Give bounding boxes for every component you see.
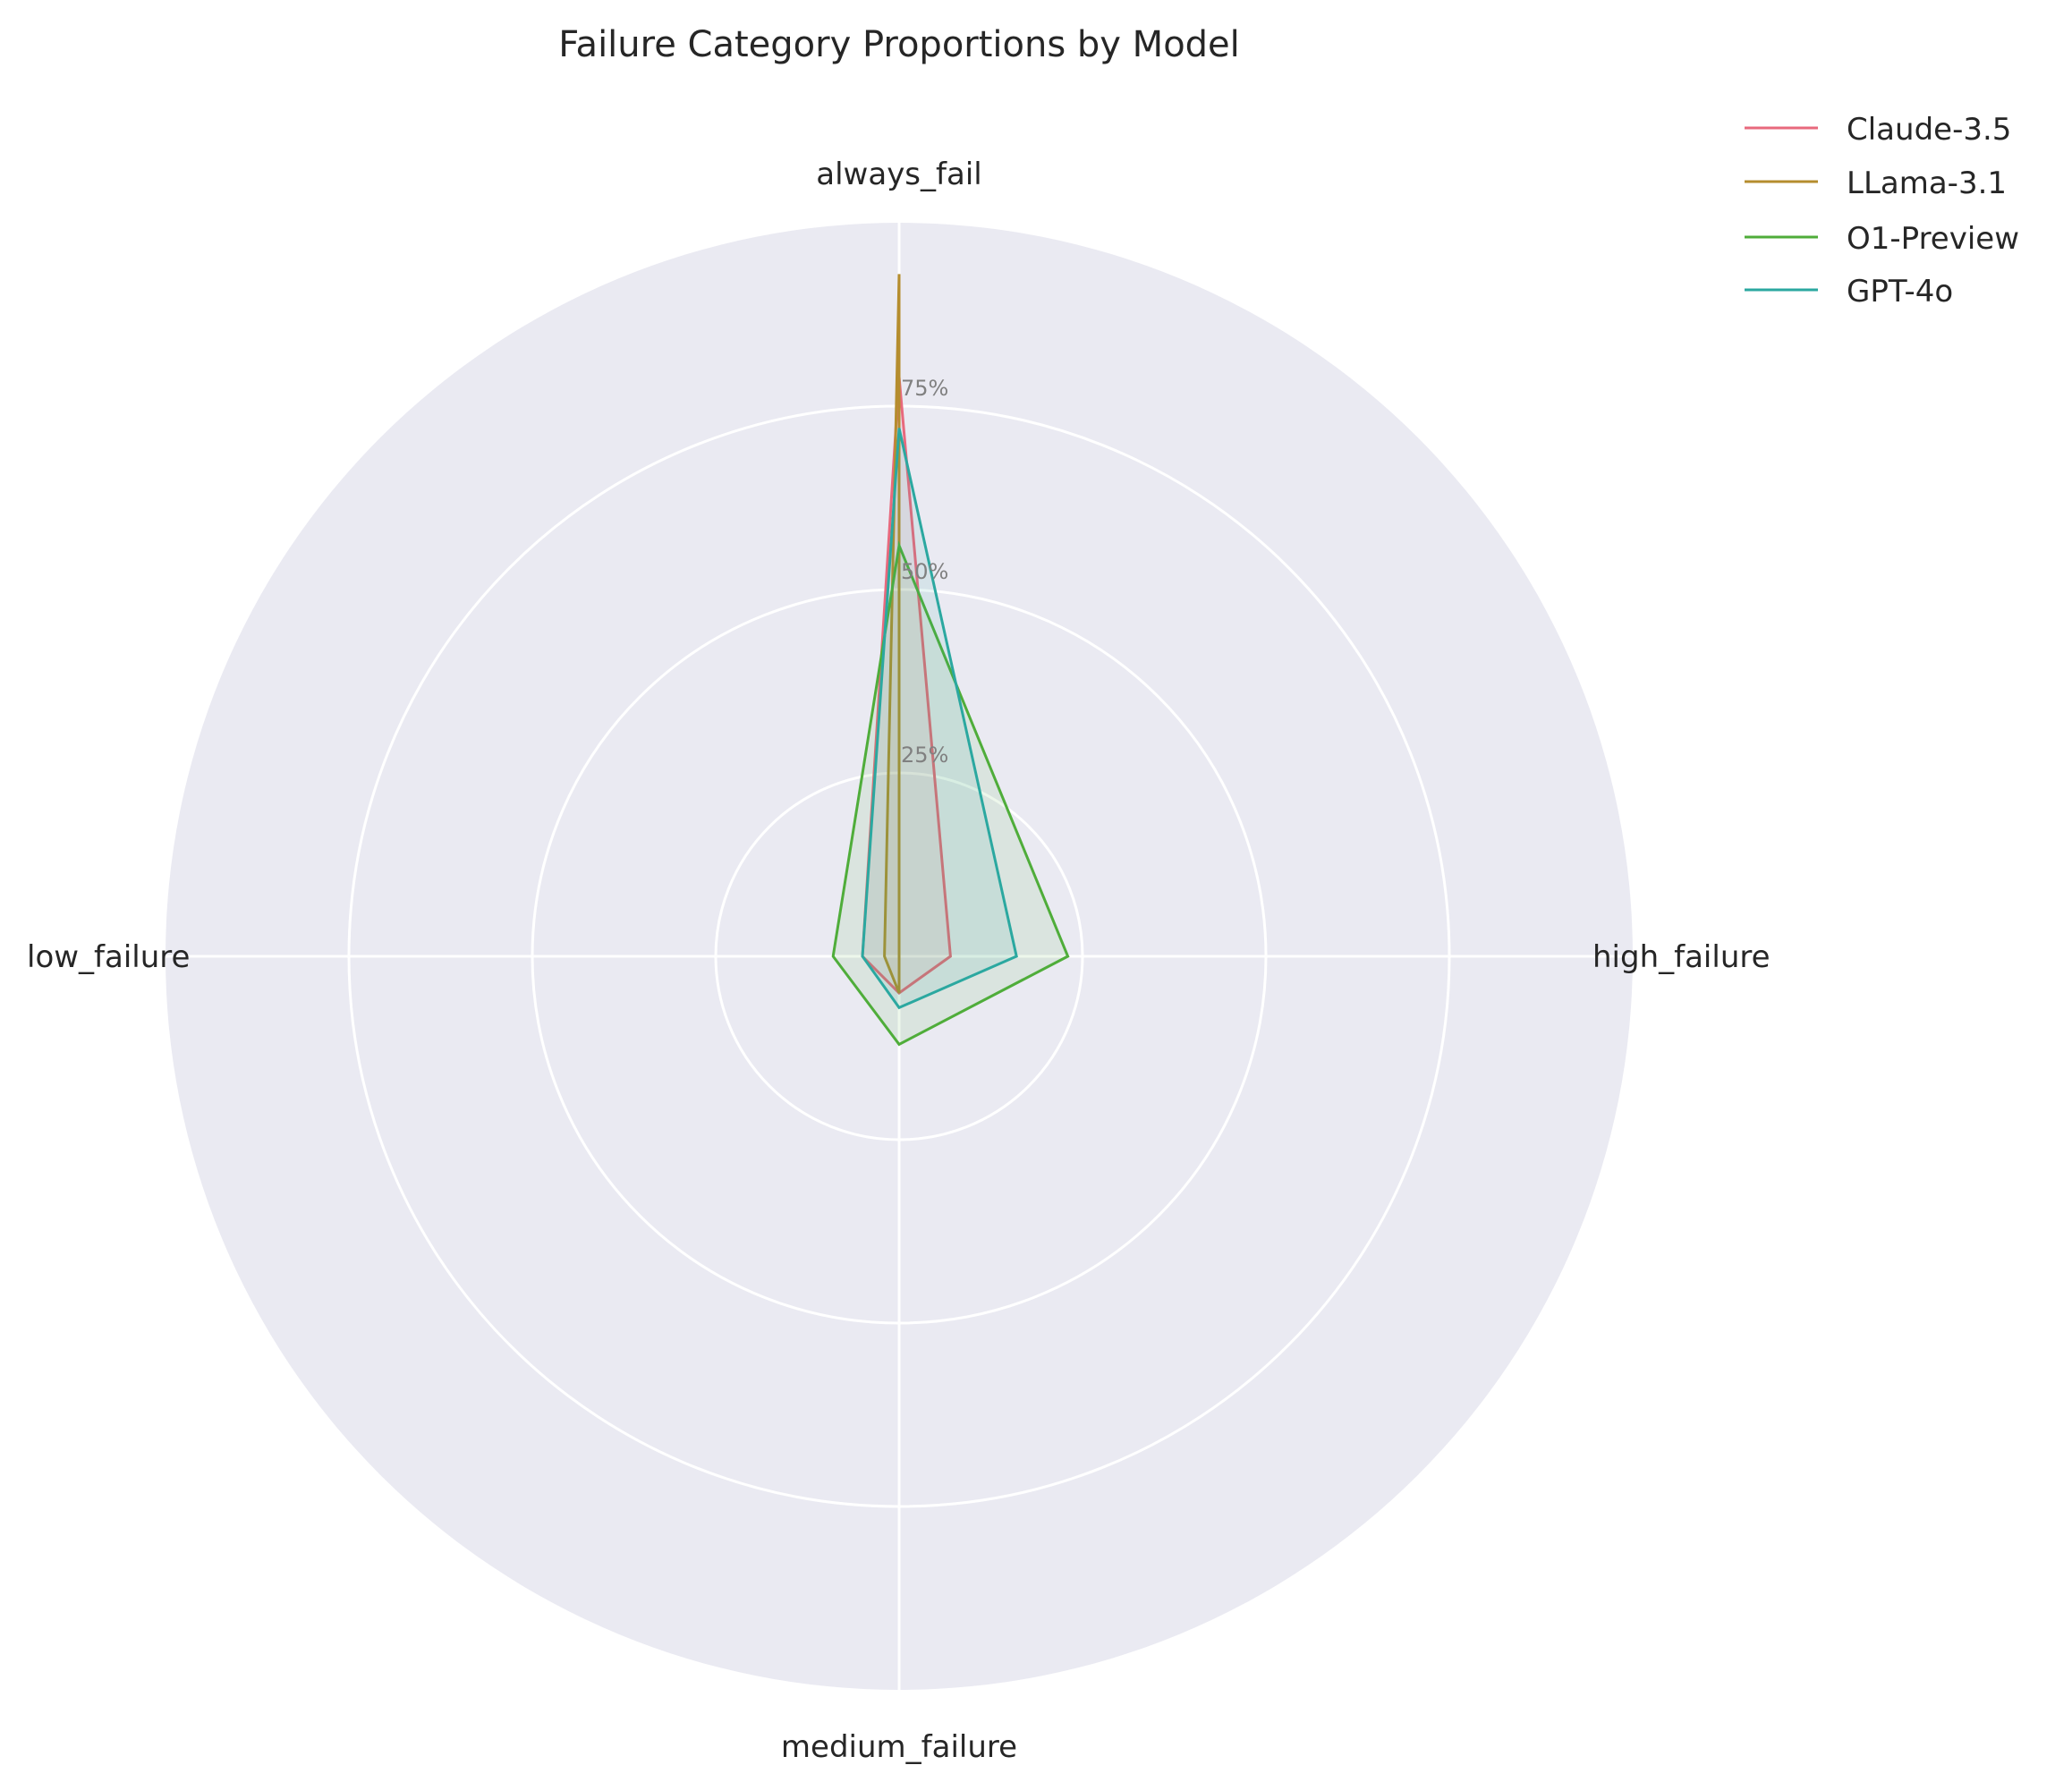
axis-label-low-failure: low_failure [27,939,190,975]
chart-title: Failure Category Proportions by Model [558,24,1240,65]
series-area-gpt-4o [862,428,1017,1008]
series-line-o1-preview [831,540,1070,1047]
legend-label-o1-preview: O1-Preview [1847,221,2019,257]
series-line-gpt-4o [861,428,1018,1010]
axis-label-high-failure: high_failure [1592,939,1771,975]
series-line-llama-3-1 [883,274,901,994]
radial-tick-label-50: 50% [901,559,948,584]
legend-label-claude: Claude-3.5 [1847,112,2011,148]
radial-tick-label-75: 75% [901,376,948,401]
axis-label-always-fail: always_fail [816,157,981,192]
legend-label-gpt-4o: GPT-4o [1847,274,1953,310]
radar-series [831,274,1070,1047]
series-area-claude-3-5 [862,377,951,993]
legend-label-llama: LLama-3.1 [1847,165,2007,201]
radial-tick-label-25: 25% [901,742,948,768]
radial-tick-labels: 25% 50% 75% [901,376,948,768]
legend: Claude-3.5 LLama-3.1 O1-Preview GPT-4o [1745,112,2019,310]
axis-label-medium-failure: medium_failure [781,1729,1017,1765]
